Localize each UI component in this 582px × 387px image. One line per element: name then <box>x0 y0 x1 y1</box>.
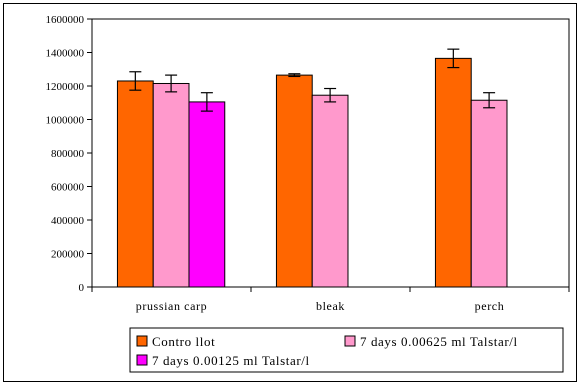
y-tick-label: 800000 <box>51 148 85 160</box>
legend-swatch <box>136 335 148 347</box>
bar <box>116 80 154 288</box>
x-category-label: prussian carp <box>136 299 207 313</box>
error-bars <box>129 48 496 112</box>
bars <box>116 57 508 288</box>
y-axis: 0 200000 400000 600000 800000 1000000 1200000 1… <box>46 14 92 294</box>
x-category-label: perch <box>475 299 505 313</box>
legend-label: Contro llot <box>152 334 215 349</box>
bar <box>434 57 472 288</box>
legend-label: 7 days 0.00125 ml Talstar/l <box>152 353 310 368</box>
x-axis: prussian carp bleak perch <box>91 287 570 313</box>
legend-label: 7 days 0.00625 ml Talstar/l <box>360 334 518 349</box>
legend-swatch <box>136 354 148 366</box>
bar <box>152 82 190 288</box>
legend-swatch <box>344 335 356 347</box>
x-category-label: bleak <box>316 299 345 313</box>
legend-box <box>129 327 564 373</box>
y-tick-label: 400000 <box>51 215 85 227</box>
bar <box>470 99 508 288</box>
legend: Contro llot 7 days 0.00625 ml Talstar/l 7 … <box>129 327 564 373</box>
y-tick-label: 1200000 <box>46 81 85 93</box>
y-tick-label: 1400000 <box>46 48 85 60</box>
y-tick-label: 1000000 <box>46 115 85 127</box>
bar <box>188 101 226 288</box>
bar <box>311 94 349 288</box>
bar <box>275 74 313 288</box>
y-tick-label: 600000 <box>51 182 85 194</box>
y-tick-label: 0 <box>79 282 85 294</box>
y-tick-label: 200000 <box>51 249 85 261</box>
y-tick-label: 1600000 <box>46 14 85 26</box>
